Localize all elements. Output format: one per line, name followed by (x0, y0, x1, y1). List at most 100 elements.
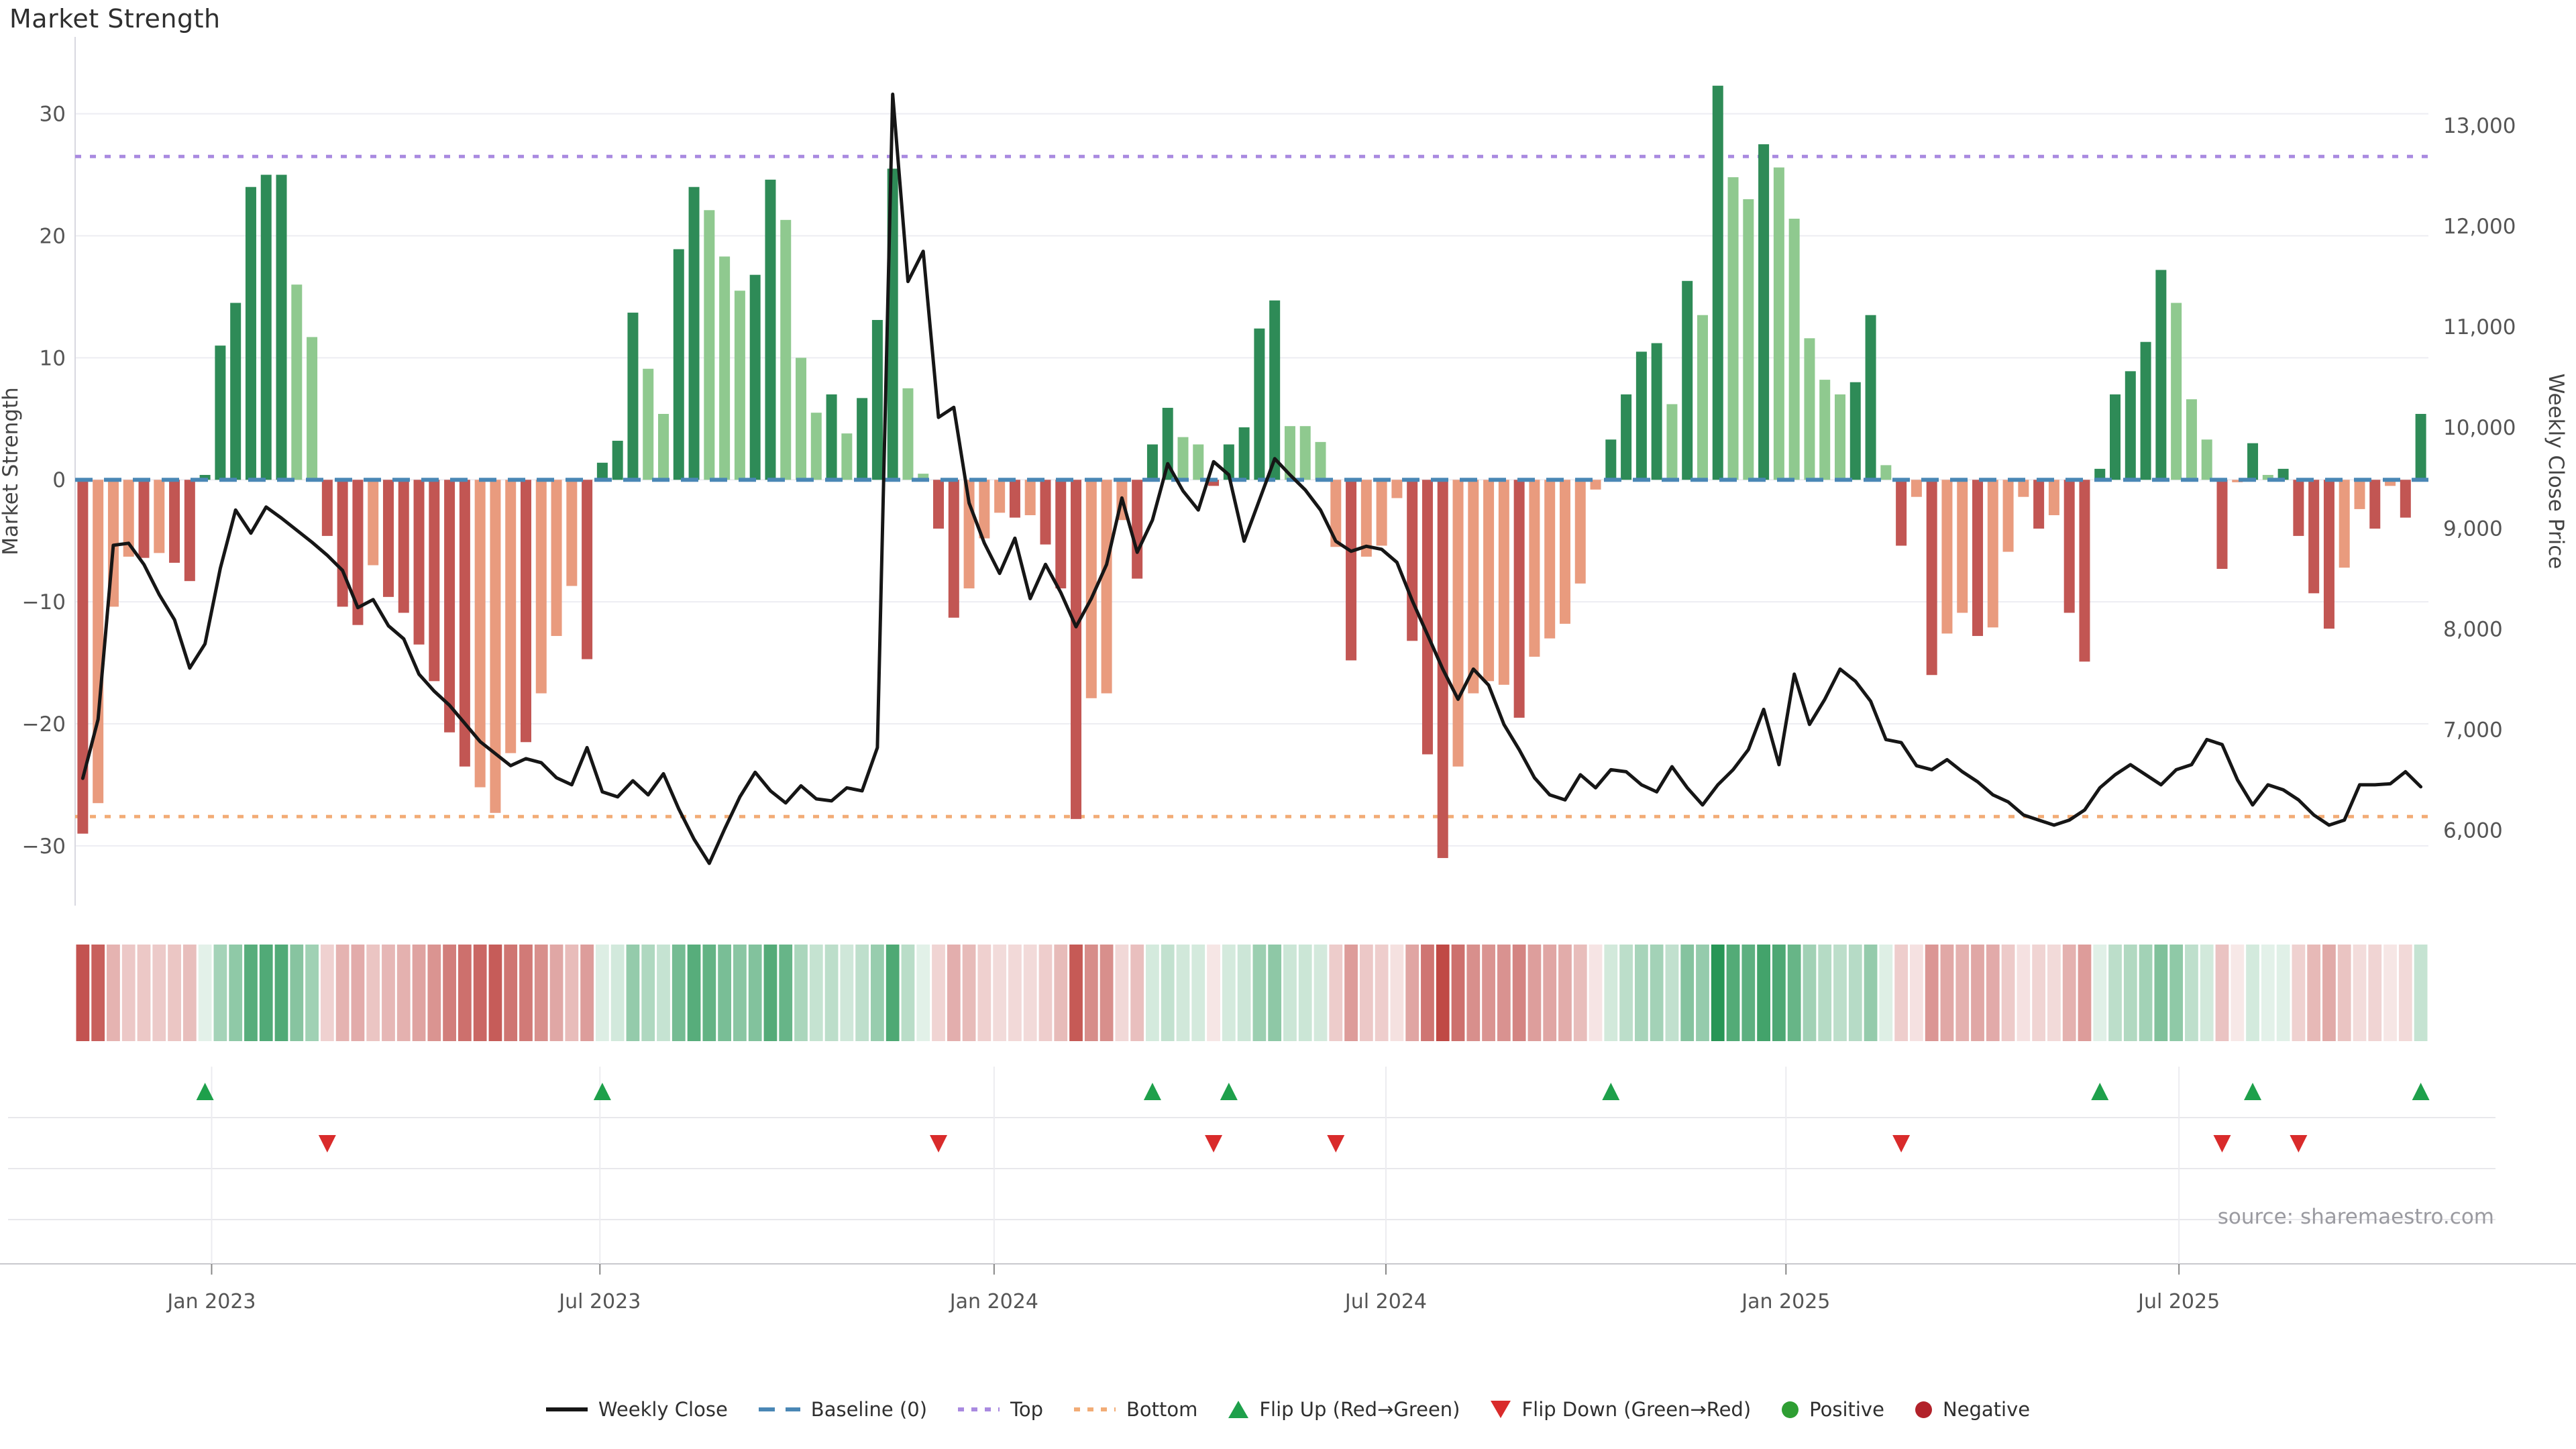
heatmap-cell (1527, 945, 1542, 1041)
heatmap-cell (1451, 945, 1465, 1041)
heatmap-cell (580, 945, 594, 1041)
strength-bar (2155, 270, 2167, 480)
heatmap-cell (1512, 945, 1526, 1041)
heatmap-cell (1589, 945, 1603, 1041)
strength-bar (2247, 443, 2259, 480)
strength-bar (93, 480, 104, 804)
heatmap-cell (412, 945, 426, 1041)
strength-bar (1544, 480, 1556, 639)
strength-bar (1299, 426, 1311, 480)
positive-dot-icon (1782, 1401, 1799, 1418)
strength-bar (1835, 394, 1845, 480)
heatmap-cell (504, 945, 518, 1041)
chart-legend: Weekly Close Baseline (0) Top Bottom Fli… (0, 1398, 2576, 1421)
strength-bar (1101, 480, 1112, 694)
strength-bar (276, 174, 287, 480)
strength-bar (1605, 439, 1617, 480)
heatmap-cell (76, 945, 90, 1041)
strength-bar (1330, 480, 1342, 547)
heatmap-cell (1864, 945, 1878, 1041)
heatmap-cell (1191, 945, 1205, 1041)
flip-down-marker (1327, 1135, 1345, 1152)
heatmap-cell (2231, 945, 2245, 1041)
strength-bar (1590, 480, 1601, 490)
heatmap-cell (1008, 945, 1022, 1041)
strength-bar (1360, 480, 1372, 557)
strength-bar (1254, 328, 1265, 480)
heatmap-cell (1986, 945, 2000, 1041)
heatmap-cell (1848, 945, 1862, 1041)
flip-down-triangle-icon (1491, 1401, 1511, 1418)
heatmap-cell (244, 945, 258, 1041)
heatmap-cell (2017, 945, 2031, 1041)
legend-item-bottom: Bottom (1073, 1398, 1197, 1421)
strength-bar (1315, 441, 1326, 480)
heatmap-cell (2169, 945, 2184, 1041)
strength-bar (2339, 480, 2350, 568)
heatmap-cell (672, 945, 686, 1041)
heatmap-cell (1359, 945, 1373, 1041)
heatmap-cell (1421, 945, 1434, 1041)
strength-bar (704, 210, 715, 480)
heatmap-cell (168, 945, 181, 1041)
y-left-tick-label: 20 (40, 224, 66, 248)
heatmap-cell (2154, 945, 2168, 1041)
negative-dot-icon (1915, 1401, 1932, 1418)
heatmap-cell (2123, 945, 2137, 1041)
strength-bar (765, 179, 776, 480)
strength-bar (2201, 439, 2212, 480)
strength-bar (1651, 343, 1662, 480)
strength-bar (2140, 341, 2151, 480)
strength-bar (1635, 352, 1647, 480)
legend-label: Flip Down (Green→Red) (1521, 1398, 1752, 1421)
source-attribution: source: sharemaestro.com (2217, 1205, 2494, 1229)
strength-bar (1880, 465, 1892, 480)
heatmap-cell (962, 945, 976, 1041)
heatmap-cell (320, 945, 334, 1041)
heatmap-cell (1971, 945, 1984, 1041)
strength-bar (1452, 480, 1464, 767)
heatmap-cell (1176, 945, 1190, 1041)
heatmap-cell (1833, 945, 1847, 1041)
heatmap-cell (1329, 945, 1343, 1041)
strength-bar (1421, 480, 1433, 755)
heatmap-cell (351, 945, 365, 1041)
strength-bar (2063, 480, 2075, 613)
strength-bar (673, 249, 684, 480)
heatmap-cell (2200, 945, 2214, 1041)
legend-label: Weekly Close (598, 1398, 728, 1421)
x-tick-label: Jul 2025 (2137, 1290, 2220, 1313)
strength-bar (1177, 437, 1189, 480)
heatmap-cell (1940, 945, 1954, 1041)
legend-item-top: Top (958, 1398, 1043, 1421)
strength-bar (2262, 474, 2273, 480)
heatmap-cell (1482, 945, 1495, 1041)
strength-bar (1896, 480, 1907, 546)
heatmap-cell (427, 945, 441, 1041)
strength-bar (1666, 404, 1678, 480)
strength-bar (505, 480, 517, 753)
strength-bar (2186, 399, 2197, 480)
y-left-tick-label: −30 (22, 835, 66, 859)
heatmap-cell (1115, 945, 1129, 1041)
y-left-tick-label: −10 (22, 590, 66, 614)
legend-label: Top (1010, 1398, 1043, 1421)
heatmap-cell (519, 945, 533, 1041)
legend-item-positive: Positive (1782, 1398, 1884, 1421)
heatmap-cell (855, 945, 869, 1041)
strength-bar (1085, 480, 1097, 698)
strength-bar (77, 480, 89, 834)
strength-bar (1682, 280, 1693, 480)
y-right-tick-label: 7,000 (2443, 718, 2503, 742)
y-left-tick-label: 0 (52, 468, 66, 492)
heatmap-cell (840, 945, 854, 1041)
heatmap-cell (1711, 945, 1725, 1041)
heatmap-cell (2062, 945, 2076, 1041)
legend-item-flip-up: Flip Up (Red→Green) (1228, 1398, 1460, 1421)
heatmap-cell (1894, 945, 1909, 1041)
heatmap-cell (2185, 945, 2198, 1041)
heatmap-cell (993, 945, 1007, 1041)
legend-label: Positive (1809, 1398, 1884, 1421)
flip-up-marker (2244, 1083, 2262, 1100)
heatmap-cell (473, 945, 487, 1041)
